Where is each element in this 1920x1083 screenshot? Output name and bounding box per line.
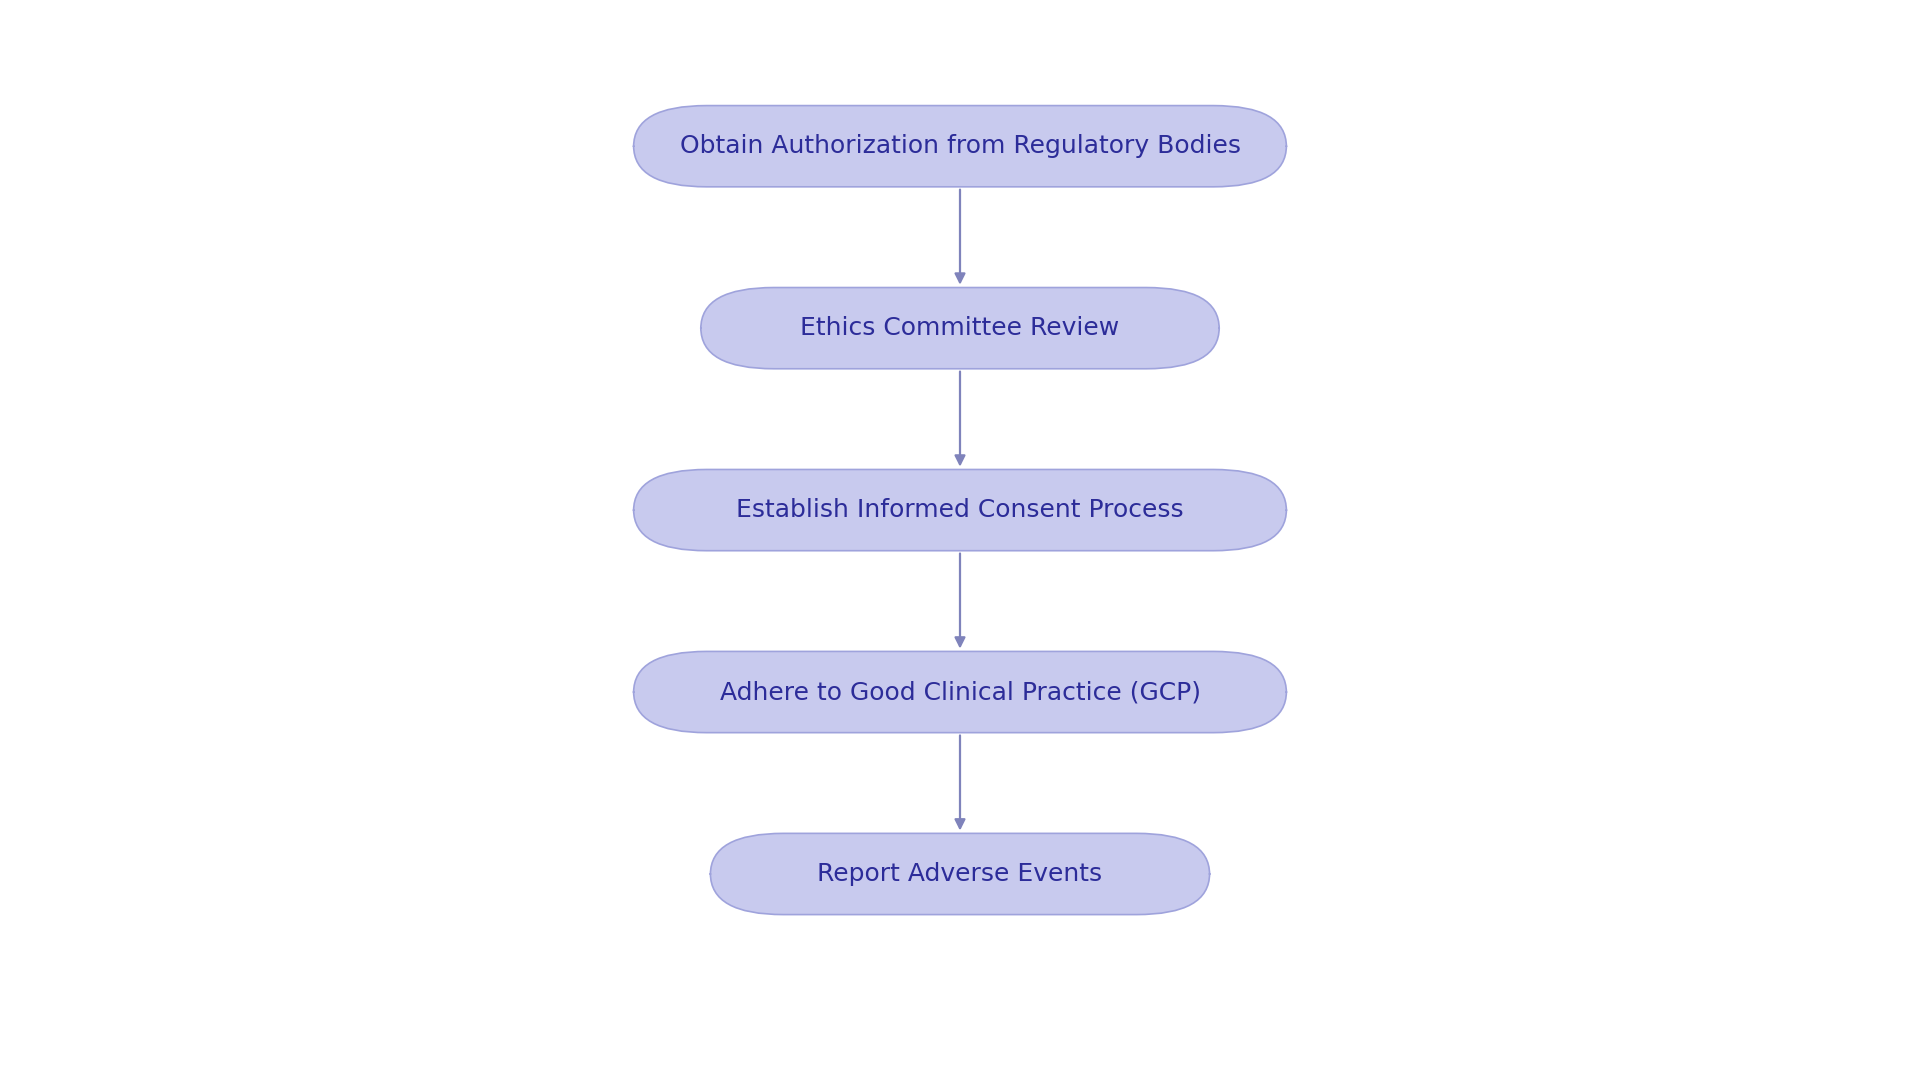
Text: Ethics Committee Review: Ethics Committee Review	[801, 316, 1119, 340]
FancyBboxPatch shape	[701, 288, 1219, 369]
FancyBboxPatch shape	[634, 106, 1286, 186]
FancyBboxPatch shape	[634, 651, 1286, 732]
Text: Establish Informed Consent Process: Establish Informed Consent Process	[735, 498, 1185, 522]
Text: Report Adverse Events: Report Adverse Events	[818, 862, 1102, 886]
FancyBboxPatch shape	[710, 834, 1210, 914]
FancyBboxPatch shape	[634, 470, 1286, 551]
Text: Adhere to Good Clinical Practice (GCP): Adhere to Good Clinical Practice (GCP)	[720, 680, 1200, 704]
Text: Obtain Authorization from Regulatory Bodies: Obtain Authorization from Regulatory Bod…	[680, 134, 1240, 158]
